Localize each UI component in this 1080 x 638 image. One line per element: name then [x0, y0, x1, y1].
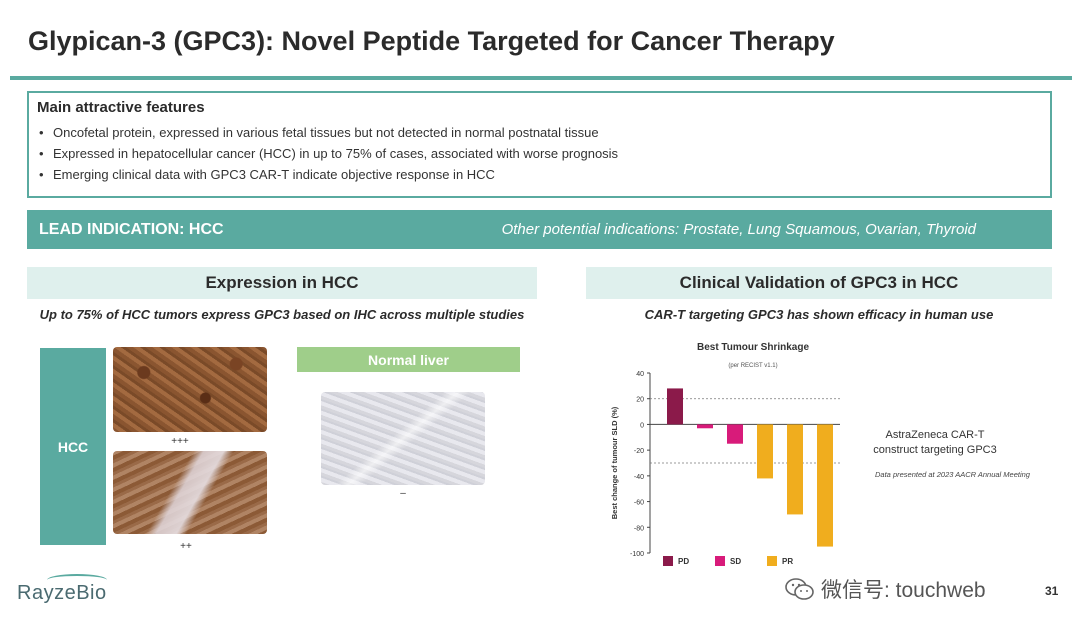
grade-label: – [400, 488, 406, 499]
hcc-tissue-image-high [113, 347, 267, 432]
y-tick-label: -60 [634, 500, 644, 507]
construct-label: AstraZeneca CAR-T construct targeting GP… [873, 429, 997, 456]
data-source-note: Data presented at 2023 AACR Annual Meeti… [875, 470, 1030, 479]
feature-item: Expressed in hepatocellular cancer (HCC)… [37, 143, 1042, 164]
bar [697, 424, 713, 429]
chart-title: Best Tumour Shrinkage [696, 342, 810, 353]
y-tick-label: -100 [630, 551, 644, 558]
legend-swatch [767, 556, 777, 566]
grade-label: +++ [171, 436, 189, 447]
y-tick-label: 0 [640, 422, 644, 429]
legend-swatch [715, 556, 725, 566]
features-heading: Main attractive features [37, 99, 205, 116]
y-axis-label: Best change of tumour SLD (%) [610, 406, 619, 519]
wechat-icon [785, 576, 815, 602]
company-logo: RayzeBio [17, 582, 107, 604]
page-number: 31 [1045, 584, 1059, 598]
bar [757, 424, 773, 479]
lead-indication-title: LEAD INDICATION: HCC [39, 220, 224, 238]
feature-item: Oncofetal protein, expressed in various … [37, 122, 1042, 143]
hcc-label: HCC [40, 348, 106, 545]
other-indications: Other potential indications: Prostate, L… [501, 221, 976, 238]
y-tick-label: 40 [636, 371, 644, 378]
legend-label: SD [730, 557, 741, 566]
hcc-tissue-image-medium [113, 451, 267, 534]
normal-liver-label: Normal liver [297, 347, 520, 372]
features-list: Oncofetal protein, expressed in various … [37, 122, 1042, 185]
logo-swoosh [47, 574, 107, 586]
y-tick-label: -20 [634, 448, 644, 455]
bar [667, 388, 683, 425]
watermark-text: 微信号: touchweb [821, 579, 986, 602]
features-box: Main attractive features Oncofetal prote… [27, 91, 1052, 198]
bar [817, 424, 833, 547]
bar [727, 424, 743, 444]
y-tick-label: -40 [634, 474, 644, 481]
expression-header: Expression in HCC [27, 267, 537, 299]
legend-label: PD [678, 557, 689, 566]
page-title: Glypican-3 (GPC3): Novel Peptide Targete… [28, 26, 835, 56]
expression-subtitle: Up to 75% of HCC tumors express GPC3 bas… [39, 307, 525, 322]
clinical-header: Clinical Validation of GPC3 in HCC [586, 267, 1052, 299]
chart-subtitle: (per RECIST v1.1) [728, 363, 778, 369]
legend-label: PR [782, 557, 793, 566]
bar [787, 424, 803, 515]
lead-indication-bar: LEAD INDICATION: HCC Other potential ind… [27, 210, 1052, 249]
watermark: 微信号: touchweb [785, 574, 986, 604]
tumour-shrinkage-chart: 40 20 0 -20 -40 -60 -80 -100 Best change of tumo… [610, 371, 840, 566]
y-tick-label: -80 [634, 525, 644, 532]
feature-item: Emerging clinical data with GPC3 CAR-T i… [37, 164, 1042, 185]
title-divider [10, 76, 1072, 80]
legend-swatch [663, 556, 673, 566]
grade-label: ++ [180, 541, 192, 552]
clinical-subtitle: CAR-T targeting GPC3 has shown efficacy … [644, 307, 994, 322]
y-tick-label: 20 [636, 397, 644, 404]
normal-liver-tissue-image [321, 392, 485, 485]
